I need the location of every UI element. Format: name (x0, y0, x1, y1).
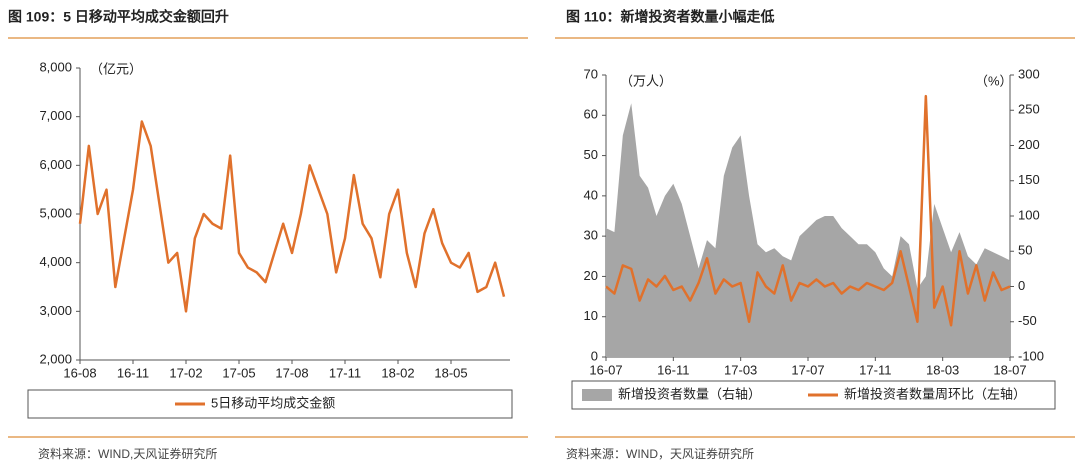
legend-label: 5日移动平均成交金额 (211, 395, 335, 410)
x-tick-label: 17-03 (724, 362, 757, 377)
y2-tick-label: -50 (1018, 313, 1037, 328)
y2-tick-label: 100 (1018, 207, 1040, 222)
line (78, 120, 506, 313)
y-unit: （亿元） (90, 61, 142, 76)
legend-box (571, 380, 1056, 410)
y-tick-label: 40 (584, 187, 598, 202)
x-tick-label: 16-07 (589, 362, 622, 377)
y-tick-label: 50 (584, 147, 598, 162)
x-tick-label: 16-08 (63, 365, 96, 380)
x-tick-label: 17-08 (275, 365, 308, 380)
y2-unit: （%） (975, 73, 1013, 88)
chart-title: 图 109：5 日移动平均成交金额回升 (8, 9, 229, 25)
source-note: 资料来源：WIND，天风证券研究所 (566, 446, 754, 461)
legend-label: 新增投资者数量周环比（左轴） (844, 386, 1026, 401)
x-tick-label: 17-02 (169, 365, 202, 380)
y-tick-label: 8,000 (39, 59, 72, 74)
y2-tick-label: 200 (1018, 137, 1040, 152)
x-tick-label: 18-02 (381, 365, 414, 380)
y-tick-label: 70 (584, 66, 598, 81)
y2-tick-label: 250 (1018, 102, 1040, 117)
x-tick-label: 18-05 (434, 365, 467, 380)
chart-title: 图 110：新增投资者数量小幅走低 (566, 9, 774, 25)
x-tick-label: 17-11 (329, 365, 361, 380)
y-tick-label: 30 (584, 228, 598, 243)
source-note: 资料来源：WIND,天风证券研究所 (38, 446, 217, 461)
legend-box (27, 389, 513, 419)
y-tick-label: 10 (584, 308, 598, 323)
x-tick-label: 17-05 (222, 365, 255, 380)
y-tick-label: 2,000 (39, 351, 72, 366)
x-tick-label: 18-03 (926, 362, 959, 377)
x-tick-label: 16-11 (657, 362, 689, 377)
y-tick-label: 20 (584, 268, 598, 283)
legend-label: 新增投资者数量（右轴） (618, 386, 761, 401)
y-tick-label: 3,000 (39, 303, 72, 318)
x-tick-label: 16-11 (117, 365, 149, 380)
y2-tick-label: -100 (1018, 348, 1044, 363)
y2-tick-label: 300 (1018, 66, 1040, 81)
y-tick-label: 0 (591, 348, 598, 363)
legend-swatch (582, 389, 612, 401)
y-tick-label: 6,000 (39, 157, 72, 172)
x-tick-label: 17-11 (859, 362, 891, 377)
line (605, 94, 1011, 327)
y2-tick-label: 0 (1018, 278, 1025, 293)
area (606, 103, 1010, 357)
y-tick-label: 4,000 (39, 254, 72, 269)
y2-tick-label: 50 (1018, 243, 1032, 258)
y2-tick-label: 150 (1018, 172, 1040, 187)
x-tick-label: 18-07 (993, 362, 1026, 377)
y-tick-label: 5,000 (39, 205, 72, 220)
x-tick-label: 17-07 (791, 362, 824, 377)
y-tick-label: 60 (584, 107, 598, 122)
y-tick-label: 7,000 (39, 108, 72, 123)
y-unit: （万人） (620, 73, 672, 88)
